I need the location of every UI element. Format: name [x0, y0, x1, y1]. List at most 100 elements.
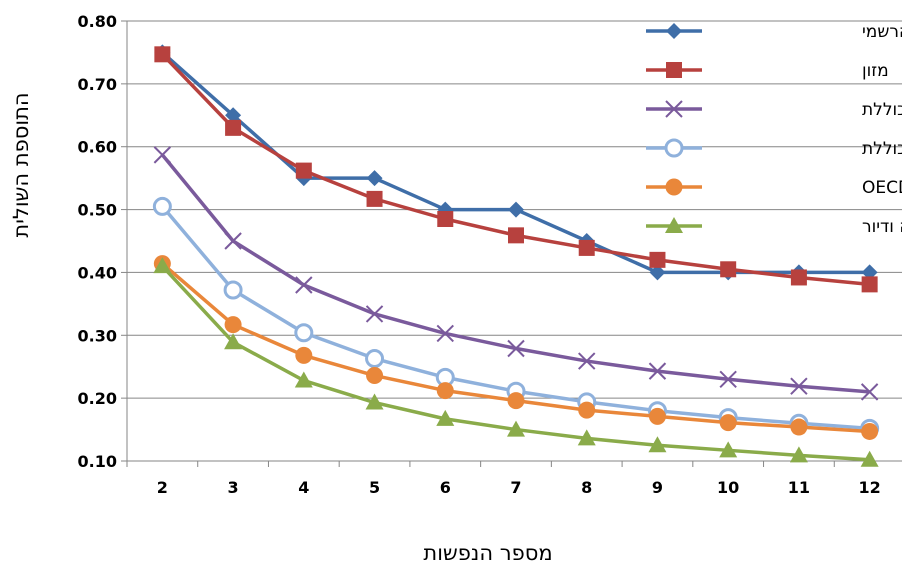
legend-item: הסולם הרשמי [646, 22, 902, 42]
data-point [507, 420, 525, 437]
data-point [154, 46, 171, 63]
series-2 [154, 46, 878, 293]
data-point [719, 441, 738, 458]
data-point [508, 227, 524, 244]
x-tick-label: 12 [859, 478, 881, 497]
data-point [225, 119, 242, 136]
y-tick-label: 0.70 [78, 75, 117, 94]
x-tick-label: 9 [652, 478, 663, 497]
data-point [790, 377, 808, 395]
data-point [507, 392, 525, 410]
data-point [719, 370, 737, 388]
data-point [153, 257, 172, 274]
y-tick-label: 0.50 [78, 201, 117, 220]
y-tick-label: 0.20 [78, 389, 117, 408]
y-tick-label: 0.40 [78, 263, 117, 282]
data-point [648, 436, 667, 453]
y-tick-label: 0.60 [78, 138, 117, 157]
data-point [366, 170, 383, 187]
series-6 [153, 257, 879, 467]
data-point [295, 346, 313, 364]
legend-item: צריכה כוללת [646, 138, 902, 159]
data-point [224, 232, 242, 250]
x-tick-label: 3 [228, 478, 239, 497]
legend-marker [665, 178, 683, 196]
data-point [861, 422, 879, 440]
series-layer [152, 44, 880, 467]
data-point [294, 371, 313, 388]
data-point [577, 429, 596, 446]
legend-label: הסולם הרשמי [862, 22, 902, 42]
legend-label: מזון [862, 61, 889, 81]
legend-label: סולם ה-OECD [862, 178, 902, 198]
data-point [224, 333, 243, 350]
data-point [294, 323, 314, 343]
legend-item: מזון [646, 61, 889, 81]
data-point [437, 211, 454, 227]
x-tick-label: 5 [369, 478, 380, 497]
data-point [790, 418, 808, 436]
data-point [507, 339, 525, 358]
x-tick-label: 10 [717, 478, 739, 497]
x-tick-label: 4 [298, 478, 309, 497]
x-tick-label: 2 [157, 478, 168, 497]
y-tick-label: 0.30 [78, 326, 117, 345]
legend-marker [666, 62, 682, 78]
data-point [790, 269, 807, 286]
x-axis-title: מספר הנפשות [423, 541, 552, 565]
legend-label: מזון, הלבשה ודיור [862, 217, 902, 237]
data-point [365, 305, 384, 323]
y-tick-label: 0.80 [78, 12, 117, 31]
y-axis-title: התוספת השולית [9, 92, 33, 237]
data-point [366, 190, 383, 207]
data-point [152, 196, 172, 216]
data-point [225, 107, 242, 124]
data-point [578, 239, 595, 256]
data-point [860, 450, 879, 467]
data-point [224, 316, 242, 334]
legend-label: צריכה כספית כוללת [862, 100, 902, 120]
legend-label: צריכה כוללת [862, 139, 902, 159]
axes: 0.10 0.20 0.30 0.40 0.50 0.60 0.70 0.80 2 3 4 5 6 7 8 9… [78, 12, 902, 497]
data-point [649, 264, 666, 281]
data-point [153, 146, 172, 164]
x-tick-label: 11 [788, 478, 810, 497]
legend-item: סולם ה-OECD [646, 178, 902, 198]
data-point [719, 414, 737, 432]
data-point [578, 352, 596, 370]
series-3 [153, 146, 879, 401]
data-point [365, 349, 385, 369]
data-point [436, 409, 455, 426]
series-line [161, 53, 870, 287]
data-point [436, 324, 454, 343]
legend-item: מזון, הלבשה ודיור [646, 217, 902, 237]
data-point [295, 162, 312, 179]
x-tick-label: 7 [510, 478, 521, 497]
x-tick-label: 8 [581, 478, 592, 497]
data-point [223, 280, 243, 300]
legend-marker [665, 100, 683, 118]
data-point [860, 383, 879, 401]
x-tick-label: 6 [440, 478, 451, 497]
data-point [578, 401, 596, 419]
data-point [789, 446, 808, 463]
data-point [720, 261, 737, 278]
data-point [649, 251, 666, 268]
data-point [861, 276, 878, 293]
data-point [365, 393, 384, 410]
legend-marker [666, 23, 682, 39]
data-point [366, 367, 384, 385]
data-point [648, 362, 667, 380]
legend: הסולם הרשמי מזון צריכה כספית כוללת צריכה כו… [646, 22, 902, 237]
series-1 [154, 44, 878, 281]
data-point [295, 276, 313, 294]
legend-marker [665, 217, 683, 233]
data-point [648, 407, 666, 425]
legend-marker [664, 138, 684, 158]
legend-item: צריכה כספית כוללת [646, 100, 902, 120]
y-tick-label: 0.10 [78, 452, 117, 471]
data-point [436, 382, 454, 400]
data-point [508, 201, 524, 218]
